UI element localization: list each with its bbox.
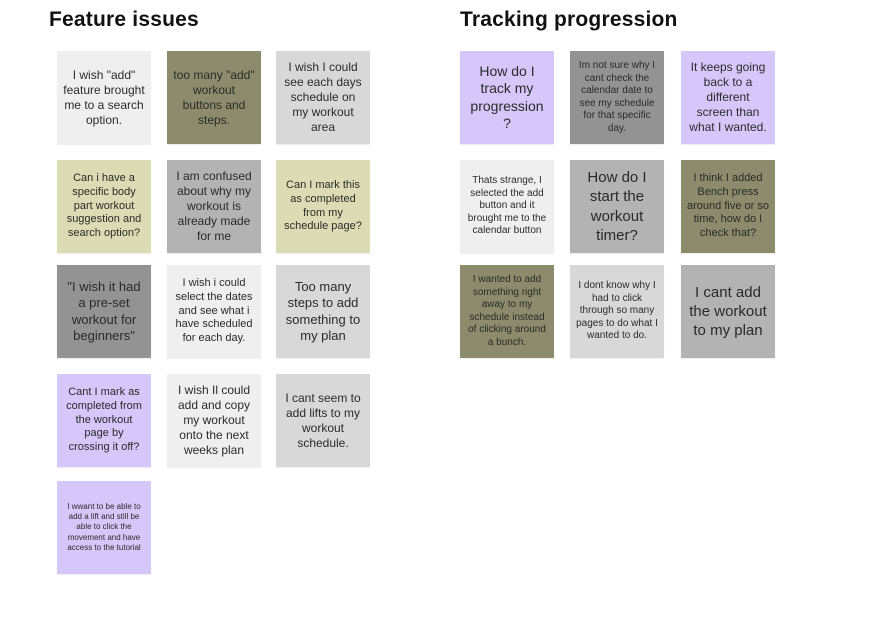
sticky-note[interactable]: I cant add the workout to my plan [681, 265, 775, 358]
feature-issues-title: Feature issues [49, 8, 199, 31]
sticky-note[interactable]: I wish I could see each days schedule on… [276, 51, 370, 144]
sticky-note[interactable]: "I wish it had a pre-set workout for beg… [57, 265, 151, 358]
sticky-note[interactable]: How do I track my progression ? [460, 51, 554, 144]
sticky-note[interactable]: I wwant to be able to add a lift and sti… [57, 481, 151, 574]
sticky-note[interactable]: I wish i could select the dates and see … [167, 265, 261, 358]
sticky-note[interactable]: I dont know why I had to click through s… [570, 265, 664, 358]
sticky-note[interactable]: I wanted to add something right away to … [460, 265, 554, 358]
sticky-note[interactable]: It keeps going back to a different scree… [681, 51, 775, 144]
sticky-note[interactable]: I wish Il could add and copy my workout … [167, 374, 261, 467]
sticky-note[interactable]: Im not sure why I cant check the calenda… [570, 51, 664, 144]
sticky-note[interactable]: I am confused about why my workout is al… [167, 160, 261, 253]
sticky-note[interactable]: I think I added Bench press around five … [681, 160, 775, 253]
sticky-note[interactable]: How do I start the workout timer? [570, 160, 664, 253]
sticky-note[interactable]: too many "add" workout buttons and steps… [167, 51, 261, 144]
sticky-note[interactable]: I wish "add" feature brought me to a sea… [57, 51, 151, 144]
sticky-note[interactable]: Too many steps to add something to my pl… [276, 265, 370, 358]
sticky-note[interactable]: Cant I mark as completed from the workou… [57, 374, 151, 467]
sticky-note[interactable]: I cant seem to add lifts to my workout s… [276, 374, 370, 467]
tracking-progression-title: Tracking progression [460, 8, 678, 31]
sticky-note[interactable]: Can i have a specific body part workout … [57, 160, 151, 253]
sticky-note[interactable]: Thats strange, I selected the add button… [460, 160, 554, 253]
sticky-note[interactable]: Can I mark this as completed from my sch… [276, 160, 370, 253]
